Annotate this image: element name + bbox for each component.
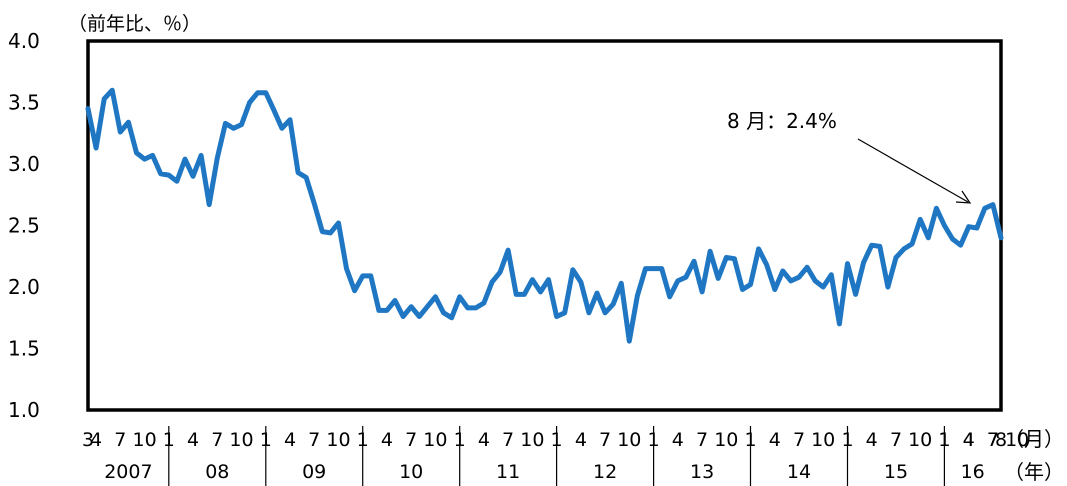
y-tick-labels: 4.0 3.5 3.0 2.5 2.0 1.5 1.0 <box>8 29 40 422</box>
annotation-label: 8 月：2.4% <box>727 109 837 133</box>
annotation-arrow-line <box>857 138 969 203</box>
x-month-tick-label: 8 <box>995 429 1007 451</box>
x-month-tick-label: 10 <box>1005 429 1029 451</box>
x-axis: 34 7 10 1 4 7 10 1 4 7 10 1 4 7 10 1 4 7 10 1 4 7 10 1 4 7 10 1 4 7 10… <box>82 426 1029 486</box>
x-month-tick-label: 7 <box>793 429 805 451</box>
x-month-tick-label: 7 <box>599 429 611 451</box>
x-year-label: 15 <box>884 461 908 483</box>
series-line <box>85 87 1004 344</box>
y-tick-label: 1.5 <box>8 337 40 361</box>
x-year-label: 14 <box>787 461 811 483</box>
x-month-tick-label: 4 <box>90 429 102 451</box>
x-month-tick-label: 3 <box>82 429 94 451</box>
plot-area <box>85 39 1004 412</box>
x-month-tick-label: 4 <box>575 429 587 451</box>
y-tick-label: 2.5 <box>8 214 40 238</box>
x-month-tick-label: 7 <box>211 429 223 451</box>
latest-value-annotation: 8 月：2.4% <box>727 109 972 204</box>
x-month-tick-label: 7 <box>502 429 514 451</box>
y-tick-label: 3.5 <box>8 91 40 115</box>
x-month-tick-label: 4 <box>478 429 490 451</box>
x-month-tick-label: 4 <box>284 429 296 451</box>
plot-frame <box>86 39 1003 412</box>
x-month-tick-label: 4 <box>672 429 684 451</box>
x-year-label: 16 <box>961 461 985 483</box>
annotation-arrowhead <box>955 190 972 204</box>
x-month-tick-label: 7 <box>890 429 902 451</box>
x-month-tick-label: 7 <box>696 429 708 451</box>
x-month-tick-label: 10 <box>229 429 253 451</box>
x-month-tick-label: 10 <box>908 429 932 451</box>
x-month-tick-label: 4 <box>963 429 975 451</box>
x-year-label: 12 <box>593 461 617 483</box>
x-month-tick-label: 10 <box>714 429 738 451</box>
x-year-label: 11 <box>496 461 520 483</box>
x-month-tick-label: 4 <box>963 429 975 451</box>
x-month-tick-label: 10 <box>811 429 835 451</box>
y-tick-label: 1.0 <box>8 398 40 422</box>
month-unit-label: （月） <box>1004 427 1064 451</box>
y-tick-label: 3.0 <box>8 152 40 176</box>
y-axis-label: （前年比、％） <box>68 13 201 35</box>
x-month-tick-label: 10 <box>423 429 447 451</box>
x-month-tick-label: 7 <box>987 429 999 451</box>
x-month-tick-label: 4 <box>187 429 199 451</box>
x-month-tick-label: 7 <box>405 429 417 451</box>
x-year-label: 13 <box>690 461 714 483</box>
x-year-label: 09 <box>302 461 326 483</box>
x-month-tick-label: 4 <box>381 429 393 451</box>
x-year-label: 08 <box>205 461 229 483</box>
x-month-tick-label: 10 <box>133 429 157 451</box>
x-month-tick-label: 4 <box>866 429 878 451</box>
x-month-tick-label: 10 <box>326 429 350 451</box>
x-month-tick-label: 7 <box>114 429 126 451</box>
x-month-tick-label: 7 <box>308 429 320 451</box>
x-month-tick-label: 10 <box>520 429 544 451</box>
x-month-tick-label: 10 <box>617 429 641 451</box>
x-year-label: 10 <box>399 461 423 483</box>
x-month-tick-label: 7 <box>987 429 999 451</box>
year-unit-label: （年） <box>1004 460 1064 484</box>
x-year-label: 2007 <box>104 461 152 483</box>
y-tick-label: 4.0 <box>8 29 40 53</box>
x-month-tick-label: 4 <box>769 429 781 451</box>
y-tick-label: 2.0 <box>8 275 40 299</box>
